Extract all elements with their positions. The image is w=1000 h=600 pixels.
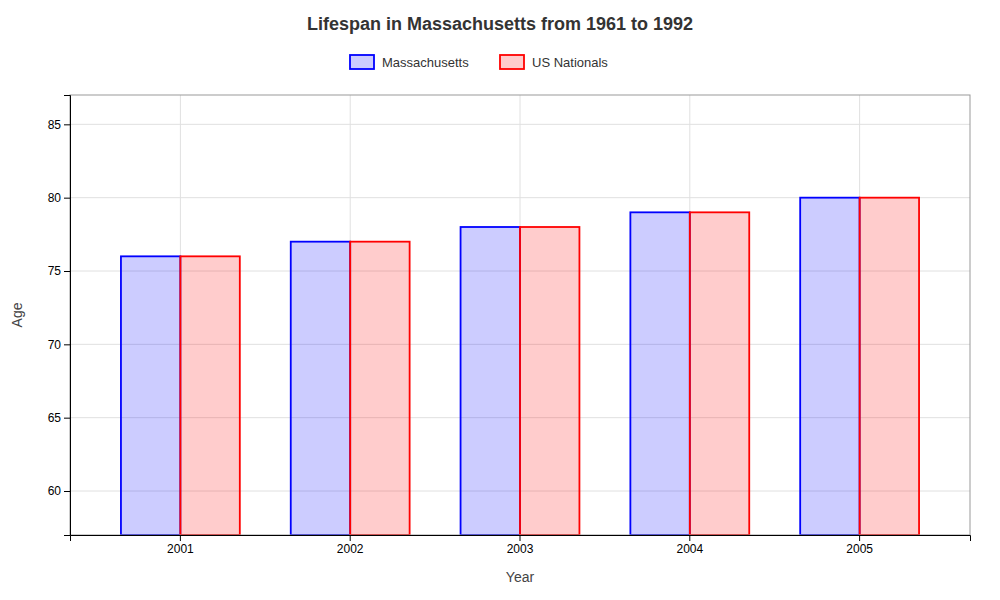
legend: Massachusetts US Nationals [350, 55, 608, 70]
tick-label: 2001 [167, 542, 194, 556]
bar [520, 227, 579, 535]
tick-label: 85 [48, 118, 62, 132]
tick-label: 2005 [846, 542, 873, 556]
bar [461, 227, 520, 535]
chart: 2001 2002 2003 2004 2005 60 65 70 75 80 85 Lifespan… [0, 0, 1000, 600]
tick: 65 [48, 411, 70, 425]
tick-mark [859, 535, 860, 541]
title: Lifespan in Massachusetts from 1961 to 1… [307, 14, 693, 34]
plot-frame [70, 95, 970, 535]
tick: 2004 [676, 535, 703, 556]
legend-item: Massachusetts [350, 55, 469, 70]
bar [860, 198, 919, 535]
bar [350, 242, 409, 535]
tick: 75 [48, 264, 70, 278]
axis-line [71, 536, 971, 542]
tick: 70 [48, 338, 70, 352]
bars [121, 198, 919, 535]
bar [800, 198, 859, 535]
y-axis: 60 65 70 75 80 85 [48, 96, 71, 536]
tick-mark [350, 535, 351, 541]
grid [70, 95, 970, 535]
tick: 2003 [507, 535, 534, 556]
series [180, 198, 919, 535]
tick: 80 [48, 191, 70, 205]
legend-item: US Nationals [500, 55, 608, 70]
tick: 2001 [167, 535, 194, 556]
plot: 2001 2002 2003 2004 2005 60 65 70 75 80 85 [48, 95, 971, 556]
axis-line [64, 96, 71, 536]
tick-mark [689, 535, 690, 541]
tick-label: 75 [48, 264, 62, 278]
tick: 85 [48, 118, 70, 132]
tick-mark [64, 418, 70, 419]
tick: 60 [48, 484, 70, 498]
tick-label: 80 [48, 191, 62, 205]
legend-label: US Nationals [532, 55, 608, 70]
y-axis-title: Age [9, 302, 25, 327]
tick-mark [64, 344, 70, 345]
tick-label: 65 [48, 411, 62, 425]
x-axis-title: Year [506, 569, 535, 585]
tick-label: 2002 [337, 542, 364, 556]
tick-mark [64, 271, 70, 272]
x-axis: 2001 2002 2003 2004 2005 [71, 535, 971, 556]
tick-mark [64, 198, 70, 199]
legend-swatch [500, 55, 524, 69]
tick-label: 60 [48, 484, 62, 498]
bar [291, 242, 350, 535]
tick-mark [520, 535, 521, 541]
tick-label: 70 [48, 338, 62, 352]
bar [121, 256, 180, 535]
tick: 2002 [337, 535, 364, 556]
tick-label: 2004 [676, 542, 703, 556]
tick-mark [64, 491, 70, 492]
tick-mark [180, 535, 181, 541]
legend-swatch [350, 55, 374, 69]
bar [180, 256, 239, 535]
tick: 2005 [846, 535, 873, 556]
bar [630, 212, 689, 535]
series [121, 198, 860, 535]
bar [690, 212, 749, 535]
tick-label: 2003 [507, 542, 534, 556]
tick-mark [64, 124, 70, 125]
legend-label: Massachusetts [382, 55, 469, 70]
